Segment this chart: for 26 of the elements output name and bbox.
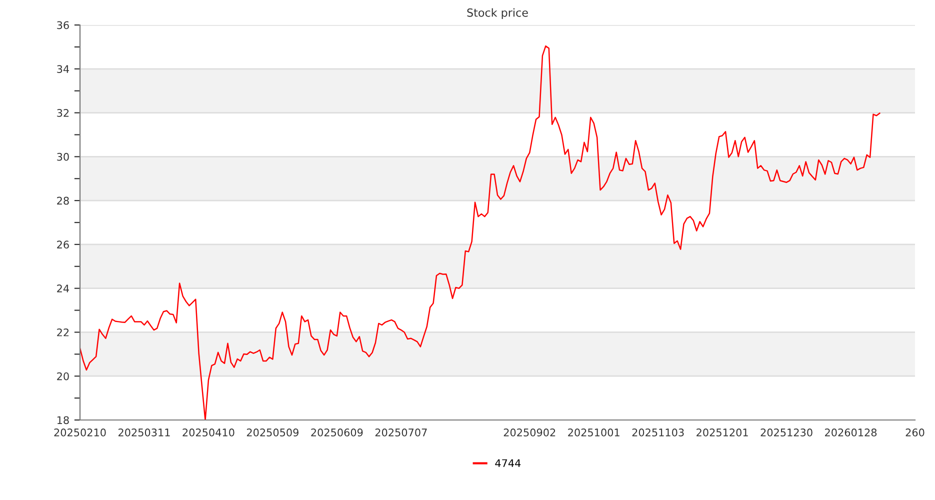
x-tick-label: 20251201 (696, 428, 748, 436)
x-tick-label: 20250311 (118, 428, 170, 436)
x-tick-label: 260 (906, 428, 924, 436)
x-tick-label: 20251103 (632, 428, 684, 436)
y-tick-label: 34 (57, 65, 69, 73)
legend-label: 4744 (495, 459, 521, 467)
x-tick-label: 20251001 (568, 428, 620, 436)
x-tick-label: 20251230 (760, 428, 812, 436)
x-tick-label: 20250509 (246, 428, 298, 436)
chart-title: Stock price (467, 8, 528, 19)
x-tick-label: 20250210 (54, 428, 106, 436)
line-series (80, 45, 880, 420)
x-tick-label: 20250609 (311, 428, 363, 436)
y-tick-label: 32 (57, 109, 69, 117)
y-tick-label: 30 (57, 152, 69, 161)
y-tick-label: 36 (57, 21, 69, 30)
x-tick-label: 20260128 (825, 428, 877, 436)
y-tick-label: 26 (57, 240, 69, 249)
x-tick-label: 20250707 (375, 428, 427, 436)
y-tick-label: 28 (57, 196, 69, 205)
y-tick-label: 18 (57, 416, 69, 424)
y-tick-label: 22 (57, 328, 69, 336)
x-tick-label: 20250410 (182, 428, 234, 436)
x-tick-label: 20250902 (504, 428, 556, 436)
y-tick-label: 24 (57, 284, 69, 292)
y-tick-label: 20 (57, 372, 69, 380)
